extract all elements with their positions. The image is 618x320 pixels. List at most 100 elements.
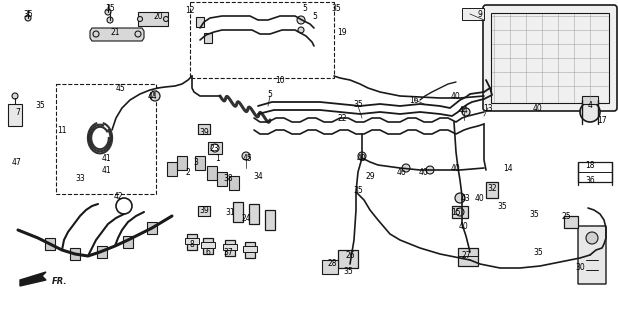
Bar: [167, 162, 177, 176]
Circle shape: [462, 108, 470, 116]
Text: 26: 26: [345, 252, 355, 260]
Text: 29: 29: [365, 172, 375, 180]
Circle shape: [580, 102, 600, 122]
Circle shape: [297, 16, 305, 24]
Bar: [195, 156, 205, 170]
Text: 37: 37: [223, 247, 233, 257]
Text: 25: 25: [561, 212, 571, 220]
Text: 1: 1: [216, 154, 221, 163]
Bar: [462, 8, 484, 20]
Bar: [233, 202, 243, 222]
Text: 6: 6: [206, 247, 211, 257]
Text: 45: 45: [243, 154, 253, 163]
Circle shape: [135, 31, 141, 37]
Text: 40: 40: [357, 154, 367, 163]
Text: 3: 3: [193, 157, 198, 166]
Text: 40: 40: [533, 103, 543, 113]
Bar: [56, 84, 156, 194]
Text: 38: 38: [223, 173, 233, 182]
Text: 40: 40: [419, 167, 429, 177]
Text: 40: 40: [459, 221, 469, 230]
Text: 18: 18: [585, 161, 595, 170]
Text: 15: 15: [451, 207, 461, 217]
Text: 21: 21: [110, 28, 120, 36]
Bar: [223, 244, 237, 250]
Text: 35: 35: [353, 186, 363, 195]
Bar: [578, 162, 612, 182]
Circle shape: [242, 152, 250, 160]
Text: 45: 45: [115, 84, 125, 92]
Circle shape: [150, 91, 160, 101]
Circle shape: [456, 208, 464, 216]
Bar: [187, 234, 197, 250]
Text: 11: 11: [57, 125, 67, 134]
Bar: [147, 222, 157, 234]
Bar: [245, 242, 255, 258]
Text: 7: 7: [15, 108, 20, 116]
Bar: [196, 17, 204, 27]
Bar: [225, 240, 235, 256]
Text: 5: 5: [268, 90, 273, 99]
Text: 42: 42: [113, 191, 123, 201]
Text: 10: 10: [275, 76, 285, 84]
Bar: [249, 204, 259, 224]
Bar: [338, 250, 358, 268]
Text: 19: 19: [337, 28, 347, 36]
Text: 5: 5: [313, 12, 318, 20]
FancyBboxPatch shape: [483, 5, 617, 111]
Bar: [208, 142, 222, 154]
Text: 35: 35: [35, 100, 45, 109]
Text: 36: 36: [585, 175, 595, 185]
Text: 35: 35: [105, 4, 115, 12]
Text: 20: 20: [153, 12, 163, 20]
Text: 39: 39: [199, 127, 209, 137]
Bar: [8, 104, 22, 126]
Circle shape: [455, 193, 465, 203]
Bar: [458, 248, 478, 266]
Bar: [177, 156, 187, 170]
Text: 40: 40: [451, 92, 461, 100]
Bar: [203, 238, 213, 254]
Circle shape: [25, 15, 31, 21]
Bar: [207, 166, 217, 180]
Bar: [185, 238, 199, 244]
Text: 28: 28: [328, 260, 337, 268]
Circle shape: [402, 164, 410, 172]
Text: 39: 39: [199, 205, 209, 214]
Circle shape: [164, 17, 169, 21]
Text: 4: 4: [588, 100, 593, 109]
Text: 41: 41: [101, 165, 111, 174]
Bar: [491, 13, 609, 103]
Text: 2: 2: [185, 167, 190, 177]
Text: 5: 5: [303, 4, 307, 12]
Bar: [243, 246, 257, 252]
Text: 14: 14: [503, 164, 513, 172]
Bar: [97, 246, 107, 258]
Text: 44: 44: [459, 106, 469, 115]
Circle shape: [358, 152, 366, 160]
Text: 40: 40: [451, 164, 461, 172]
Bar: [198, 124, 210, 134]
Polygon shape: [20, 272, 46, 286]
Polygon shape: [90, 28, 144, 41]
Bar: [201, 242, 215, 248]
Circle shape: [12, 93, 18, 99]
Text: 16: 16: [409, 95, 419, 105]
Circle shape: [105, 9, 111, 15]
Bar: [322, 260, 338, 274]
Bar: [190, 2, 334, 78]
Circle shape: [211, 144, 219, 152]
Circle shape: [93, 31, 99, 37]
Text: 33: 33: [75, 173, 85, 182]
Text: 9: 9: [478, 10, 483, 19]
Text: 31: 31: [225, 207, 235, 217]
Bar: [564, 216, 578, 228]
Text: 22: 22: [337, 114, 347, 123]
Text: 35: 35: [529, 210, 539, 219]
Bar: [138, 12, 168, 26]
Text: 23: 23: [209, 143, 219, 153]
Text: 8: 8: [190, 239, 195, 249]
Bar: [452, 206, 468, 218]
Text: 41: 41: [101, 154, 111, 163]
Circle shape: [586, 232, 598, 244]
